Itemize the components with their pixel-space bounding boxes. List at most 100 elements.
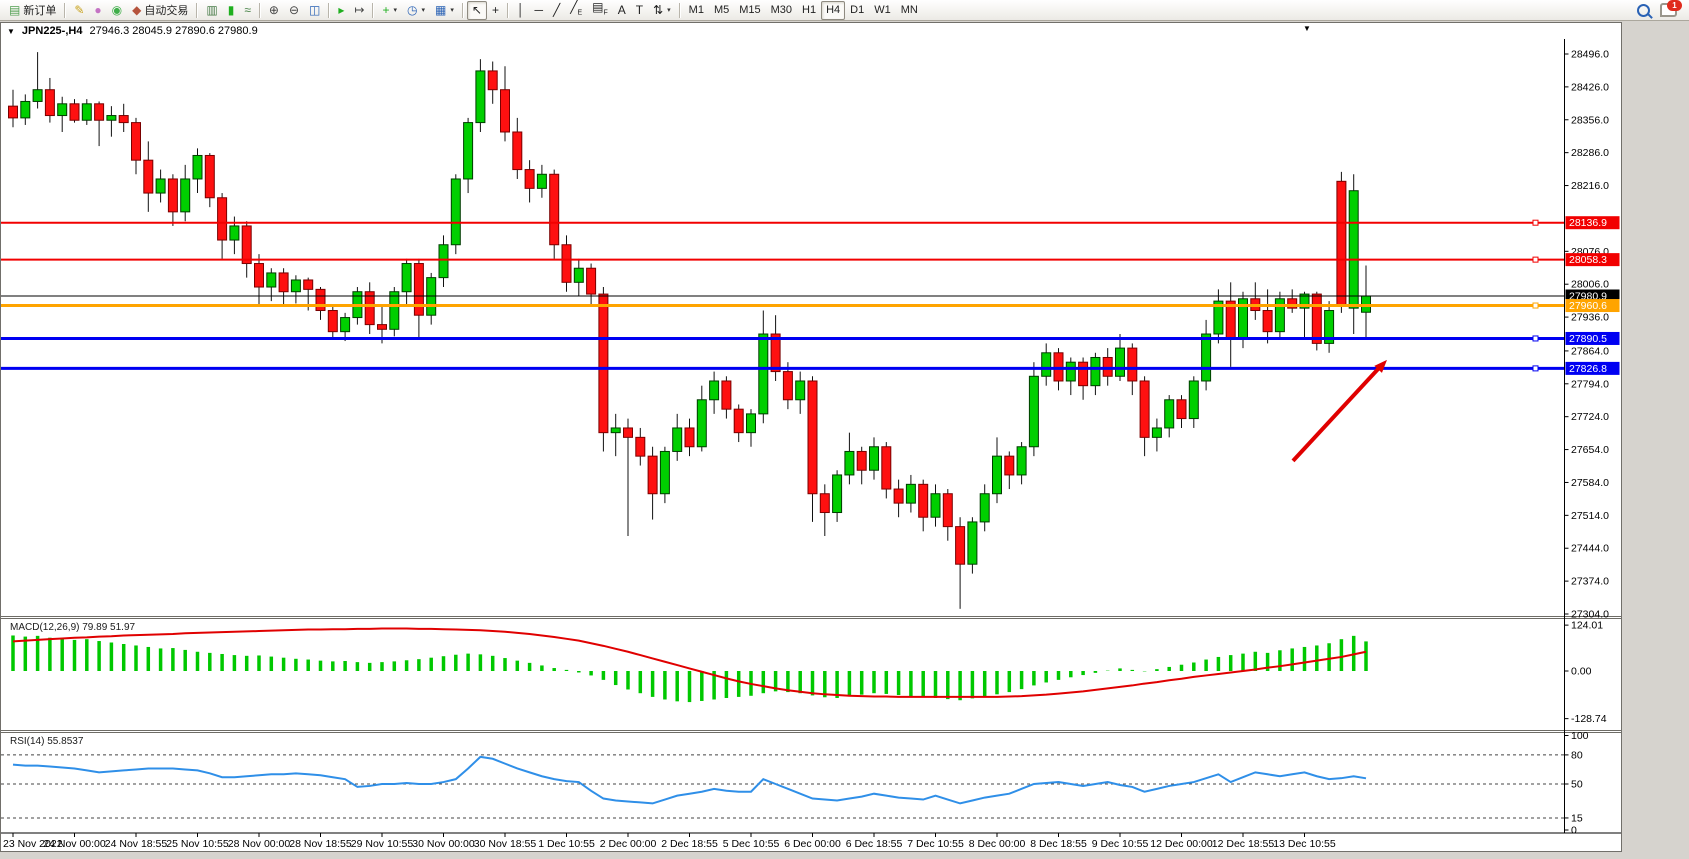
arrows-tool-icon: ⇅ bbox=[653, 2, 664, 17]
svg-text:27654.0: 27654.0 bbox=[1571, 444, 1609, 456]
tile-windows-button[interactable]: ◫ bbox=[304, 1, 325, 20]
candle bbox=[241, 225, 252, 265]
timeframe-mn-button[interactable]: MN bbox=[896, 1, 923, 20]
candle bbox=[844, 450, 855, 476]
arrows-tool-caret-icon: ▾ bbox=[667, 7, 671, 14]
periods-caret-icon: ▾ bbox=[421, 7, 426, 14]
price-badge bbox=[1565, 216, 1620, 230]
timeframe-m15-button[interactable]: M15 bbox=[734, 1, 765, 20]
auto-scroll-button[interactable]: ▸ bbox=[333, 1, 349, 20]
candle bbox=[967, 521, 978, 565]
price-axis: 28496.028426.028356.028286.028216.028076… bbox=[1, 39, 1621, 837]
indicators-button[interactable]: + ▾ bbox=[377, 1, 402, 20]
trend-arrow-annotation[interactable] bbox=[1291, 359, 1387, 463]
hline-handle[interactable] bbox=[1532, 365, 1539, 372]
price-badge bbox=[1565, 331, 1620, 345]
hline-handle[interactable] bbox=[1532, 219, 1539, 226]
autotrading-button[interactable]: ◆ 自动交易 bbox=[127, 1, 193, 20]
text-label-tool-button[interactable]: T bbox=[631, 1, 648, 20]
toolbar-separator bbox=[461, 2, 464, 18]
svg-text:124.01: 124.01 bbox=[1571, 620, 1603, 632]
candle bbox=[635, 436, 646, 457]
candle bbox=[106, 115, 117, 121]
timeframe-w1-button[interactable]: W1 bbox=[869, 1, 896, 20]
svg-text:-128.74: -128.74 bbox=[1571, 713, 1607, 725]
candle bbox=[155, 178, 166, 194]
timeframe-m1-button[interactable]: M1 bbox=[684, 1, 709, 20]
candle bbox=[942, 493, 953, 528]
metaeditor-button[interactable]: ✎ bbox=[69, 1, 89, 20]
chat-icon[interactable]: 1 bbox=[1660, 0, 1682, 17]
trendline-tool-button[interactable]: ╱ bbox=[548, 1, 565, 20]
candle bbox=[782, 371, 793, 401]
candle bbox=[389, 291, 400, 330]
arrows-tool-button[interactable]: ⇅ ▾ bbox=[648, 1, 676, 20]
bar-chart-mode-button[interactable]: ▥ bbox=[201, 1, 222, 20]
expert-advisors-button[interactable]: ● bbox=[89, 1, 106, 20]
chart-plot-area[interactable]: 28496.0 28426.0 28356.0 28286.0 28216.0 28076… bbox=[1, 39, 1621, 851]
metaeditor-icon: ✎ bbox=[74, 2, 85, 17]
text-tool-button[interactable]: A bbox=[613, 1, 631, 20]
timeframe-d1-button[interactable]: D1 bbox=[845, 1, 869, 20]
svg-text:28006.0: 28006.0 bbox=[1571, 279, 1609, 291]
candle bbox=[217, 197, 228, 241]
timeframe-mn-label: MN bbox=[900, 4, 918, 16]
candle bbox=[94, 103, 105, 121]
candle bbox=[819, 493, 830, 514]
cursor-tool-button[interactable]: ↖ bbox=[466, 0, 487, 20]
market-news-button[interactable]: ◉ bbox=[107, 1, 127, 20]
timeframe-h4-button[interactable]: H4 bbox=[821, 0, 846, 20]
horizontal-line-tool-button[interactable]: ─ bbox=[529, 1, 548, 20]
candle bbox=[303, 279, 314, 290]
candle bbox=[1176, 399, 1187, 420]
line-chart-mode-button[interactable]: ≈ bbox=[239, 1, 256, 20]
chart-window: ▼ JPN225-,H4 27946.3 28045.9 27890.6 279… bbox=[0, 22, 1622, 852]
timeframe-w1-label: W1 bbox=[874, 4, 891, 16]
toolbar-separator bbox=[64, 2, 67, 18]
one-click-trading-caret-icon[interactable]: ▼ bbox=[7, 26, 15, 36]
timeframe-m5-button[interactable]: M5 bbox=[709, 1, 734, 20]
timeframe-m30-button[interactable]: M30 bbox=[766, 1, 797, 20]
candle bbox=[586, 267, 597, 295]
svg-text:24 Nov 00:00: 24 Nov 00:00 bbox=[43, 838, 106, 850]
chart-shift-marker-icon[interactable]: ▼ bbox=[1303, 24, 1311, 33]
periods-button[interactable]: ◷ ▾ bbox=[402, 1, 430, 20]
timeframe-h1-button[interactable]: H1 bbox=[797, 1, 821, 20]
hline-handle[interactable] bbox=[1532, 335, 1539, 342]
timeframe-m5-label: M5 bbox=[713, 4, 730, 16]
candle bbox=[204, 154, 215, 199]
candle bbox=[1336, 180, 1347, 307]
fibonacci-tool-button[interactable]: ▤F bbox=[587, 0, 613, 20]
chart-canvas[interactable]: 28496.028426.028356.028286.028216.028076… bbox=[1, 39, 1621, 851]
templates-button[interactable]: ▦ ▾ bbox=[430, 1, 459, 20]
search-icon[interactable] bbox=[1637, 3, 1650, 17]
vertical-line-tool-button[interactable]: │ bbox=[512, 1, 530, 20]
candle bbox=[1287, 298, 1298, 309]
hline-handle[interactable] bbox=[1532, 302, 1539, 309]
candle bbox=[992, 455, 1002, 495]
svg-text:12 Dec 00:00: 12 Dec 00:00 bbox=[1150, 838, 1213, 850]
candle bbox=[684, 427, 695, 448]
timeframe-h1-label: H1 bbox=[802, 4, 817, 16]
candle bbox=[979, 493, 990, 523]
equidistant-channel-tool-button[interactable]: ╱E bbox=[565, 0, 587, 20]
candlestick-mode-button[interactable]: ▮ bbox=[223, 1, 240, 20]
chart-shift-button[interactable]: ↦ bbox=[349, 1, 369, 20]
zoom-out-button[interactable]: ⊖ bbox=[284, 1, 304, 20]
candle bbox=[869, 446, 879, 471]
fibonacci-tool-icon: ▤F bbox=[592, 0, 608, 17]
zoom-in-button[interactable]: ⊕ bbox=[264, 1, 284, 20]
chart-titlebar[interactable]: ▼ JPN225-,H4 27946.3 28045.9 27890.6 279… bbox=[1, 23, 1621, 39]
svg-text:8 Dec 18:55: 8 Dec 18:55 bbox=[1030, 838, 1087, 850]
market-news-icon: ◉ bbox=[111, 2, 123, 17]
timeframe-h4-label: H4 bbox=[826, 4, 841, 16]
hline-handle[interactable] bbox=[1532, 256, 1539, 263]
new-order-button[interactable]: ▤ 新订单 bbox=[4, 1, 61, 20]
toolbar-separator bbox=[258, 2, 261, 18]
crosshair-tool-button[interactable]: + bbox=[487, 1, 504, 20]
candle bbox=[475, 70, 486, 124]
svg-text:2 Dec 00:00: 2 Dec 00:00 bbox=[600, 838, 657, 850]
svg-text:27960.6: 27960.6 bbox=[1569, 300, 1607, 312]
svg-text:27584.0: 27584.0 bbox=[1571, 477, 1609, 489]
